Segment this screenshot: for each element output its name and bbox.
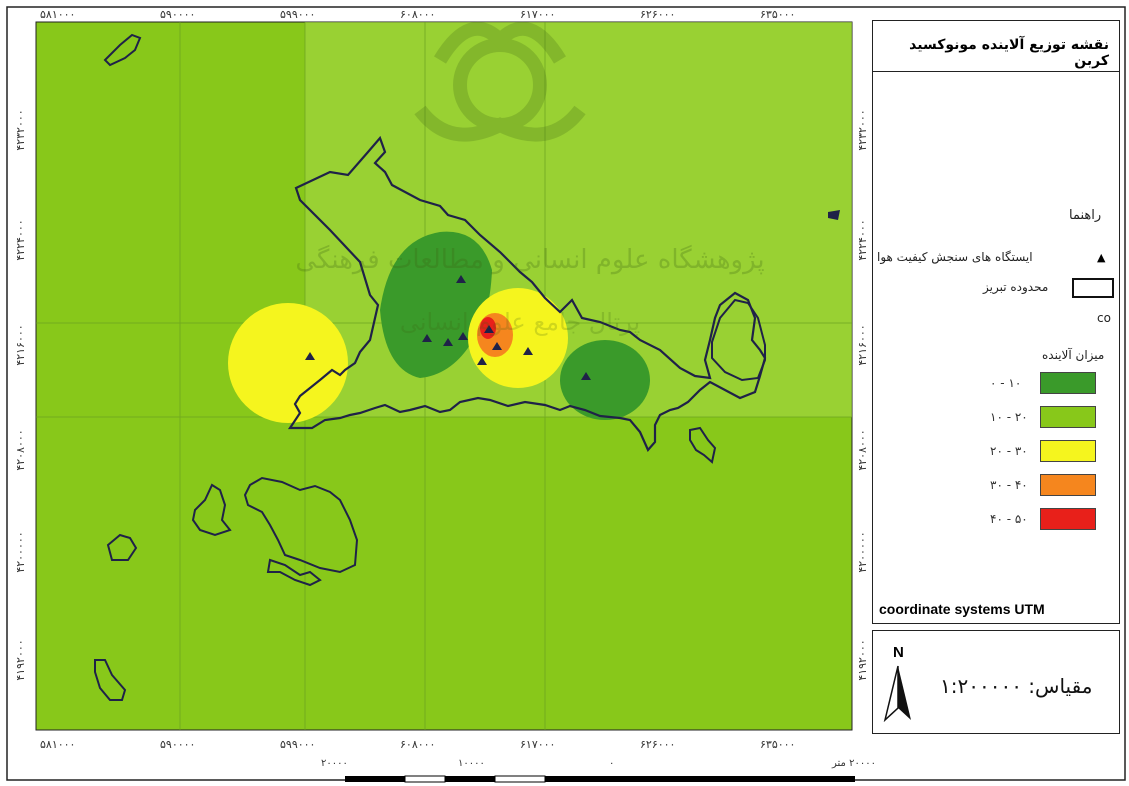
pollutant-code: co: [1097, 311, 1111, 325]
station-legend-icon: ▲: [1097, 251, 1106, 264]
x-tick-label: ۶۲۶۰۰۰: [640, 8, 675, 21]
legend-heading: راهنما: [1069, 208, 1102, 223]
y-tick-label: ۴۲۲۴۰۰۰: [14, 219, 27, 260]
watermark-text: پژوهشگاه علوم انسانی و مطالعات فرهنگی: [295, 244, 764, 275]
x-tick-label: ۵۸۱۰۰۰: [40, 8, 75, 21]
north-arrow-icon: [883, 665, 911, 722]
legend-swatch: [1040, 440, 1096, 462]
air-quality-stations: [305, 275, 591, 380]
y-tick-label: ۴۲۰۰۰۰۰: [14, 531, 27, 572]
x-tick-label: ۶۳۵۰۰۰: [760, 738, 795, 751]
watermark-text-2: پرتال جامع علوم انسانی: [400, 308, 640, 336]
legend-class-label: ۳۰ - ۲۰: [990, 444, 1028, 458]
station-marker[interactable]: [581, 372, 591, 380]
station-marker[interactable]: [523, 347, 533, 355]
yellow-zone-west: [228, 303, 348, 423]
station-marker[interactable]: [484, 325, 494, 333]
scale-tick-label: ۰: [609, 758, 615, 769]
legend-swatch: [1040, 474, 1096, 496]
green-zone-east: [560, 340, 650, 420]
station-marker[interactable]: [305, 352, 315, 360]
x-tick-label: ۵۹۹۰۰۰: [280, 738, 315, 751]
scale-panel: [872, 630, 1120, 734]
y-tick-label: ۴۲۰۰۰۰۰: [856, 531, 869, 572]
y-tick-label: ۴۲۱۶۰۰۰: [14, 324, 27, 365]
pollution-zones: [228, 231, 650, 423]
north-label: N: [893, 644, 904, 661]
x-tick-label: ۶۰۸۰۰۰: [400, 8, 435, 21]
x-tick-label: ۵۹۰۰۰۰: [160, 8, 195, 21]
station-marker[interactable]: [477, 357, 487, 365]
x-tick-label: ۶۰۸۰۰۰: [400, 738, 435, 751]
boundary-legend-icon: [1072, 278, 1114, 298]
y-tick-label: ۴۱۹۲۰۰۰: [14, 639, 27, 680]
coordinate-system-label: coordinate systems UTM: [879, 601, 1045, 617]
boundary-legend-label: محدوده تبریز: [983, 280, 1049, 294]
y-tick-label: ۴۲۰۸۰۰۰: [14, 429, 27, 470]
x-tick-label: ۶۲۶۰۰۰: [640, 738, 675, 751]
scale-tick-label: ۲۰۰۰۰: [321, 758, 348, 769]
legend-panel: [872, 72, 1120, 624]
legend-swatch: [1040, 508, 1096, 530]
legend-class-label: ۲۰ - ۱۰: [990, 410, 1028, 424]
x-tick-label: ۶۱۷۰۰۰: [520, 738, 555, 751]
x-tick-label: ۵۹۰۰۰۰: [160, 738, 195, 751]
scale-tick-label: ۲۰۰۰۰ متر: [832, 758, 876, 769]
southwest-shape: [243, 476, 359, 574]
x-tick-label: ۶۳۵۰۰۰: [760, 8, 795, 21]
station-marker[interactable]: [443, 338, 453, 346]
y-tick-label: ۴۱۹۲۰۰۰: [856, 639, 869, 680]
y-tick-label: ۴۲۳۲۰۰۰: [14, 109, 27, 150]
tabriz-boundary: [287, 135, 767, 453]
x-tick-label: ۵۸۱۰۰۰: [40, 738, 75, 751]
station-marker[interactable]: [422, 334, 432, 342]
scale-ratio: مقیاس: ۱:۲۰۰۰۰۰: [940, 674, 1093, 698]
legend-class-label: ۴۰ - ۳۰: [990, 478, 1028, 492]
y-tick-label: ۴۲۱۶۰۰۰: [856, 324, 869, 365]
y-tick-label: ۴۲۰۸۰۰۰: [856, 429, 869, 470]
y-tick-label: ۴۲۲۴۰۰۰: [856, 219, 869, 260]
map-title-box: نقشه توزیع آلاینده مونوکسید کربن: [872, 20, 1120, 72]
watermark-emblem: [414, 21, 586, 142]
legend-class-label: ۵۰ - ۴۰: [990, 512, 1028, 526]
map-title: نقشه توزیع آلاینده مونوکسید کربن: [909, 37, 1109, 69]
station-marker[interactable]: [492, 342, 502, 350]
legend-swatch: [1040, 406, 1096, 428]
green-zone-central: [380, 231, 492, 378]
station-marker[interactable]: [458, 332, 468, 340]
east-settlement: [711, 298, 766, 382]
scale-bar: [345, 775, 855, 783]
station-marker[interactable]: [456, 275, 466, 283]
amount-label: میزان آلاینده: [1042, 348, 1105, 362]
scale-tick-label: ۱۰۰۰۰: [458, 758, 485, 769]
y-tick-label: ۴۲۳۲۰۰۰: [856, 109, 869, 150]
station-legend-label: ایستگاه های سنجش کیفیت هوا: [877, 250, 1033, 264]
x-tick-label: ۵۹۹۰۰۰: [280, 8, 315, 21]
yellow-zone-central: [468, 288, 568, 388]
legend-swatch: [1040, 372, 1096, 394]
x-tick-label: ۶۱۷۰۰۰: [520, 8, 555, 21]
legend-class-label: ۱۰ - ۰: [990, 376, 1022, 390]
